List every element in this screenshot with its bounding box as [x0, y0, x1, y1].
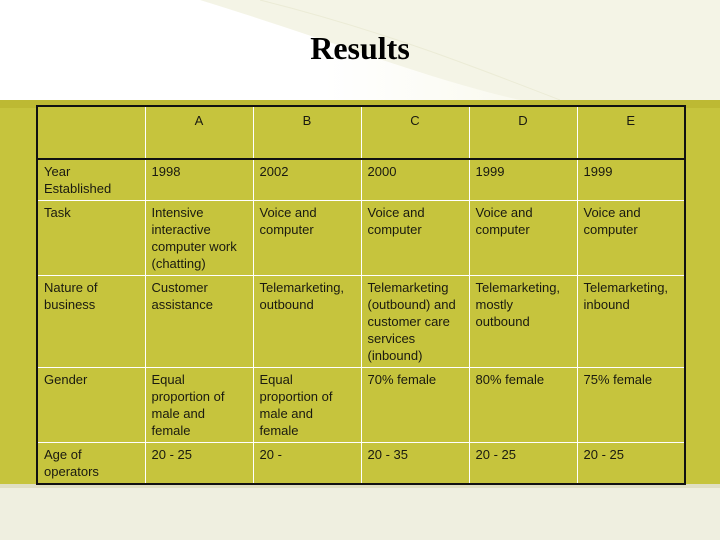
table-cell: Intensive interactive computer work (cha… [144, 200, 254, 276]
row-label: Year Established [36, 158, 146, 201]
header-cell-b: B [252, 105, 362, 160]
decorative-swoosh [200, 0, 720, 100]
table-row-age-of-operators: Age of operators 20 - 25 20 - 20 - 35 20… [36, 442, 686, 485]
table-cell: 2002 [252, 158, 362, 201]
row-label: Task [36, 200, 146, 276]
table-cell: 1998 [144, 158, 254, 201]
header-cell-corner [36, 105, 146, 160]
table-cell: Voice and computer [252, 200, 362, 276]
table-cell: 1999 [576, 158, 686, 201]
table-cell: 20 - 25 [468, 442, 578, 485]
row-label: Gender [36, 367, 146, 443]
header-cell-a: A [144, 105, 254, 160]
table-cell: 20 - 35 [360, 442, 470, 485]
table-cell: 80% female [468, 367, 578, 443]
table-row-task: Task Intensive interactive computer work… [36, 200, 686, 276]
table-row-year-established: Year Established 1998 2002 2000 1999 199… [36, 158, 686, 201]
header-cell-c: C [360, 105, 470, 160]
table-cell: Equal proportion of male and female [252, 367, 362, 443]
header-row: A B C D E [36, 105, 686, 160]
row-label: Age of operators [36, 442, 146, 485]
header-cell-d: D [468, 105, 578, 160]
results-table: A B C D E Year Established 1998 2002 200… [36, 105, 686, 485]
table-cell: 20 - 25 [144, 442, 254, 485]
table-cell: Equal proportion of male and female [144, 367, 254, 443]
table-cell: Voice and computer [468, 200, 578, 276]
table-cell: 2000 [360, 158, 470, 201]
table-cell: 20 - [252, 442, 362, 485]
table-cell: Telemarketing, outbound [252, 275, 362, 368]
table-cell: Telemarketing (outbound) and customer ca… [360, 275, 470, 368]
table-row-gender: Gender Equal proportion of male and fema… [36, 367, 686, 443]
header-cell-e: E [576, 105, 686, 160]
table-cell: Customer assistance [144, 275, 254, 368]
table-cell: Voice and computer [576, 200, 686, 276]
slide-title: Results [310, 30, 410, 66]
table-cell: 20 - 25 [576, 442, 686, 485]
table-cell: Telemarketing, mostly outbound [468, 275, 578, 368]
table-cell: Voice and computer [360, 200, 470, 276]
row-label: Nature of business [36, 275, 146, 368]
slide-background-bottom [0, 484, 720, 540]
table-row-nature-of-business: Nature of business Customer assistance T… [36, 275, 686, 368]
table-cell: 70% female [360, 367, 470, 443]
table-cell: 1999 [468, 158, 578, 201]
table-cell: 75% female [576, 367, 686, 443]
table-cell: Telemarketing, inbound [576, 275, 686, 368]
